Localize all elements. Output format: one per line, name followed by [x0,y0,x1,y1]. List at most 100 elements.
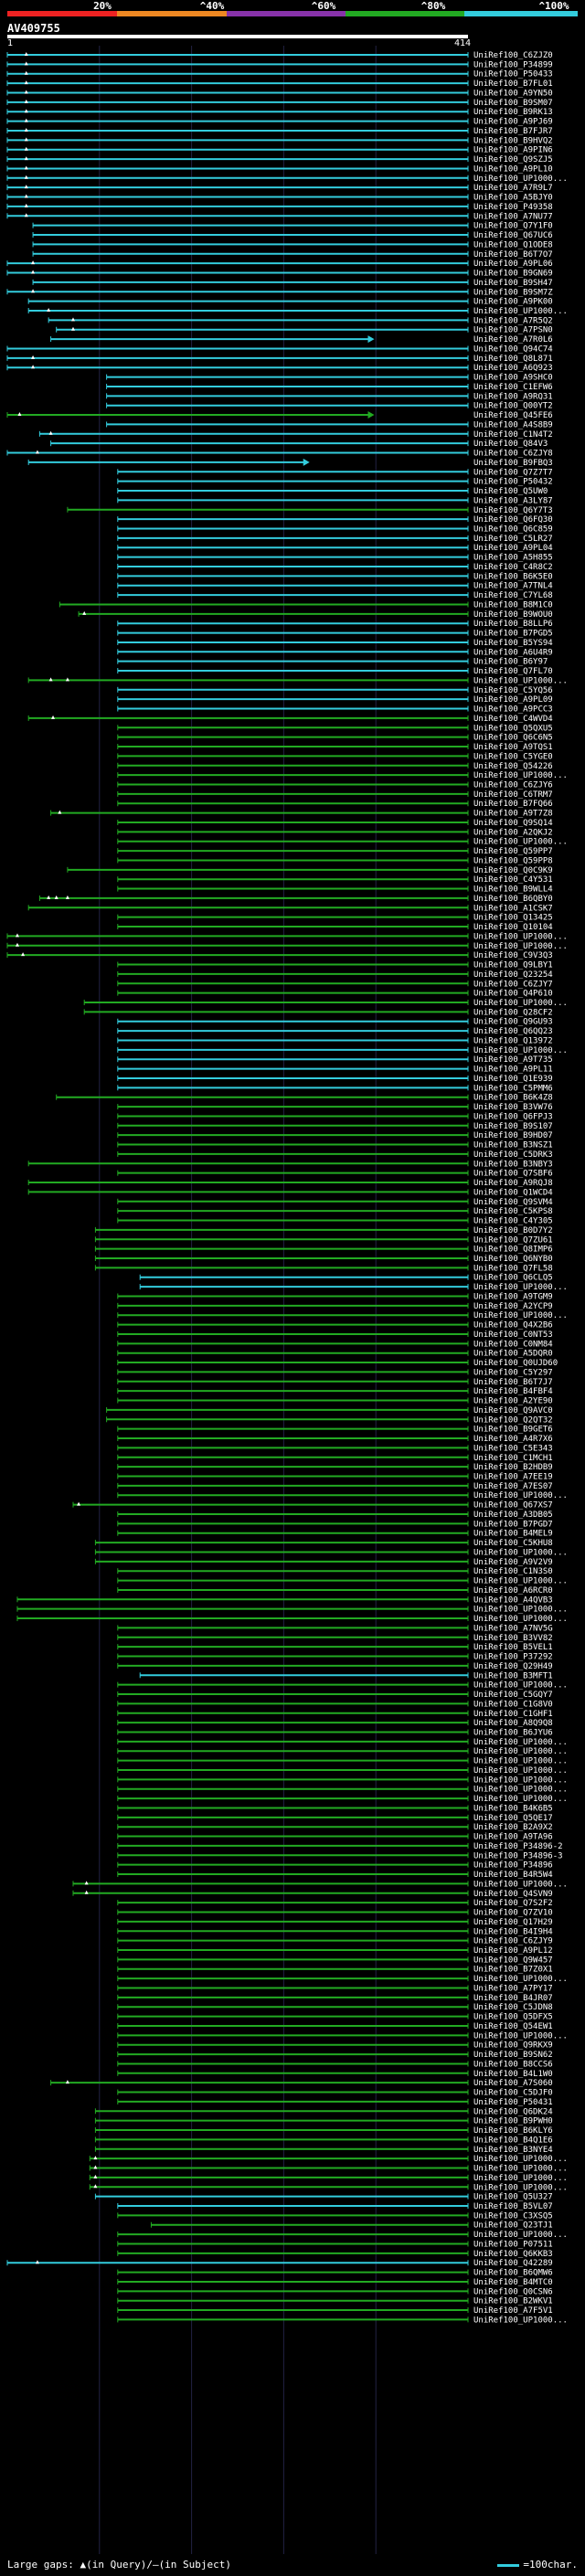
hit-row[interactable]: UniRef100_B9WOU0 [78,610,553,620]
hit-label[interactable]: UniRef100_B6K4Z8 [473,1094,553,1103]
hit-label[interactable]: UniRef100_B9SH47 [473,279,553,288]
hit-row[interactable]: UniRef100_C6ZJZ0 [6,51,553,60]
hit-label[interactable]: UniRef100_A9PK00 [473,298,553,307]
hit-row[interactable]: UniRef100_UP1000... [94,1548,568,1557]
hit-label[interactable]: UniRef100_P34896-2 [473,1842,563,1851]
hit-label[interactable]: UniRef100_C1MCH1 [473,1454,553,1463]
hit-row[interactable]: UniRef100_B6QMW6 [117,2269,553,2278]
hit-label[interactable]: UniRef100_C0NT53 [473,1330,553,1340]
hit-label[interactable]: UniRef100_B8M1C0 [473,600,553,610]
hit-label[interactable]: UniRef100_A9PJ69 [473,118,553,127]
hit-row[interactable]: UniRef100_B4L1W0 [117,2070,553,2079]
hit-row[interactable]: UniRef100_Q5UW0 [117,487,548,496]
hit-label[interactable]: UniRef100_B9WOU0 [473,610,553,620]
hit-row[interactable]: UniRef100_A9PL06 [6,260,553,269]
hit-row[interactable]: UniRef100_B9HD07 [117,1131,553,1140]
hit-label[interactable]: UniRef100_Q6C6N5 [473,734,553,743]
hit-label[interactable]: UniRef100_B9GN69 [473,270,553,279]
hit-row[interactable]: UniRef100_Q94C74 [6,345,553,354]
hit-label[interactable]: UniRef100_B6KLY6 [473,2126,553,2136]
hit-row[interactable]: UniRef100_C5LR27 [117,535,553,544]
hit-label[interactable]: UniRef100_UP1000... [473,1283,568,1292]
hit-row[interactable]: UniRef100_B9WLL4 [117,885,553,895]
hit-row[interactable]: UniRef100_C6ZJY9 [117,1937,553,1946]
hit-row[interactable]: UniRef100_A7EE19 [117,1473,553,1482]
hit-row[interactable]: UniRef100_UP1000... [117,1795,568,1804]
hit-label[interactable]: UniRef100_Q29H49 [473,1662,553,1671]
hit-row[interactable]: UniRef100_C4R8C2 [117,563,553,572]
hit-row[interactable]: UniRef100_C3XSQ5 [117,2211,553,2221]
hit-row[interactable]: UniRef100_Q9GU93 [117,1018,553,1027]
hit-label[interactable]: UniRef100_UP1000... [473,1975,568,1984]
hit-row[interactable]: UniRef100_C9V3Q3 [6,951,553,960]
hit-label[interactable]: UniRef100_Q5QXU5 [473,724,553,733]
hit-label[interactable]: UniRef100_C5KHU8 [473,1539,553,1548]
hit-label[interactable]: UniRef100_A6RCR0 [473,1586,553,1595]
hit-row[interactable]: UniRef100_Q4SVN9 [72,1890,553,1899]
hit-row[interactable]: UniRef100_C1MCH1 [117,1454,553,1463]
hit-label[interactable]: UniRef100_Q13425 [473,914,553,923]
hit-row[interactable]: UniRef100_B9SN62 [117,2051,553,2060]
hit-row[interactable]: UniRef100_C6TRM7 [117,790,553,800]
hit-row[interactable]: UniRef100_Q9W457 [117,1956,553,1965]
hit-label[interactable]: UniRef100_B5YS94 [473,639,553,648]
hit-label[interactable]: UniRef100_C9V3Q3 [473,951,553,960]
hit-label[interactable]: UniRef100_C7YL68 [473,591,553,600]
hit-row[interactable]: UniRef100_Q7SBF6 [117,1170,553,1179]
hit-label[interactable]: UniRef100_A9TQS1 [473,743,553,752]
hit-label[interactable]: UniRef100_P49358 [473,203,553,212]
hit-row[interactable]: UniRef100_A9PJ69 [6,118,553,127]
hit-label[interactable]: UniRef100_B9WLL4 [473,885,553,895]
hit-row[interactable]: UniRef100_A6Q923 [6,364,553,373]
hit-label[interactable]: UniRef100_Q42289 [473,2259,553,2268]
hit-label[interactable]: UniRef100_UP1000... [473,1311,568,1320]
hit-row[interactable]: UniRef100_Q29H49 [117,1662,553,1671]
hit-row[interactable]: UniRef100_C5DRK3 [117,1150,553,1160]
hit-row[interactable]: UniRef100_B9RK13 [6,108,553,117]
hit-label[interactable]: UniRef100_A9PIN6 [473,146,553,155]
hit-label[interactable]: UniRef100_B5VEL1 [473,1643,553,1652]
hit-label[interactable]: UniRef100_Q9SQ14 [473,819,553,828]
hit-label[interactable]: UniRef100_Q1E939 [473,1075,553,1084]
hit-label[interactable]: UniRef100_B9HVQ2 [473,136,553,145]
hit-row[interactable]: UniRef100_A9TGM9 [117,1292,553,1301]
hit-row[interactable]: UniRef100_A4QVB3 [16,1595,553,1605]
hit-row[interactable]: UniRef100_Q54EW1 [117,2022,553,2031]
hit-row[interactable]: UniRef100_Q9SVM4 [117,1198,553,1207]
hit-row[interactable]: UniRef100_Q1E939 [117,1075,553,1084]
hit-row[interactable]: UniRef100_C6ZJY7 [117,980,553,989]
hit-row[interactable]: UniRef100_B4R5W4 [117,1871,553,1880]
hit-row[interactable]: UniRef100_B4MEL9 [117,1530,553,1539]
hit-row[interactable]: UniRef100_A9T7Z8 [50,810,553,819]
hit-label[interactable]: UniRef100_UP1000... [473,1615,568,1624]
hit-label[interactable]: UniRef100_Q0UJD60 [473,1359,558,1368]
hit-row[interactable]: UniRef100_A9RQ31 [106,392,553,401]
hit-row[interactable]: UniRef100_A7R5Q2 [48,316,553,325]
hit-row[interactable]: UniRef100_B6T7O7 [32,250,553,260]
hit-row[interactable]: UniRef100_P50432 [117,478,553,487]
hit-row[interactable]: UniRef100_B5YS94 [117,639,553,648]
hit-row[interactable]: UniRef100_A9PL04 [117,544,553,553]
hit-row[interactable]: UniRef100_Q4X2B6 [117,1321,553,1330]
hit-label[interactable]: UniRef100_C4WVD4 [473,715,553,724]
hit-row[interactable]: UniRef100_UP1000... [89,2183,568,2192]
hit-label[interactable]: UniRef100_UP1000... [473,1766,568,1776]
hit-row[interactable]: UniRef100_B6K4Z8 [56,1094,553,1103]
hit-label[interactable]: UniRef100_B3MFT1 [473,1671,553,1680]
hit-row[interactable]: UniRef100_B9GN69 [6,270,553,279]
hit-row[interactable]: UniRef100_Q6NYB0 [94,1255,553,1264]
hit-label[interactable]: UniRef100_A5DQR0 [473,1350,553,1359]
hit-row[interactable]: UniRef100_A2YE90 [117,1397,553,1406]
hit-row[interactable]: UniRef100_P07511 [117,2240,553,2249]
hit-label[interactable]: UniRef100_C5GQY7 [473,1691,553,1700]
hit-label[interactable]: UniRef100_Q4SVN9 [473,1890,553,1899]
hit-label[interactable]: UniRef100_B7FJR7 [473,127,553,136]
hit-row[interactable]: UniRef100_Q6FQ30 [117,515,553,525]
hit-row[interactable]: UniRef100_C7YL68 [117,591,553,600]
hit-row[interactable]: UniRef100_Q0CSN6 [117,2287,553,2296]
hit-label[interactable]: UniRef100_C1G8V0 [473,1700,553,1709]
hit-row[interactable]: UniRef100_UP1000... [117,1491,568,1500]
hit-row[interactable]: UniRef100_UP1000... [117,771,568,780]
hit-row[interactable]: UniRef100_A4S8B9 [106,420,553,429]
hit-row[interactable]: UniRef100_C1N4T2 [38,430,553,440]
